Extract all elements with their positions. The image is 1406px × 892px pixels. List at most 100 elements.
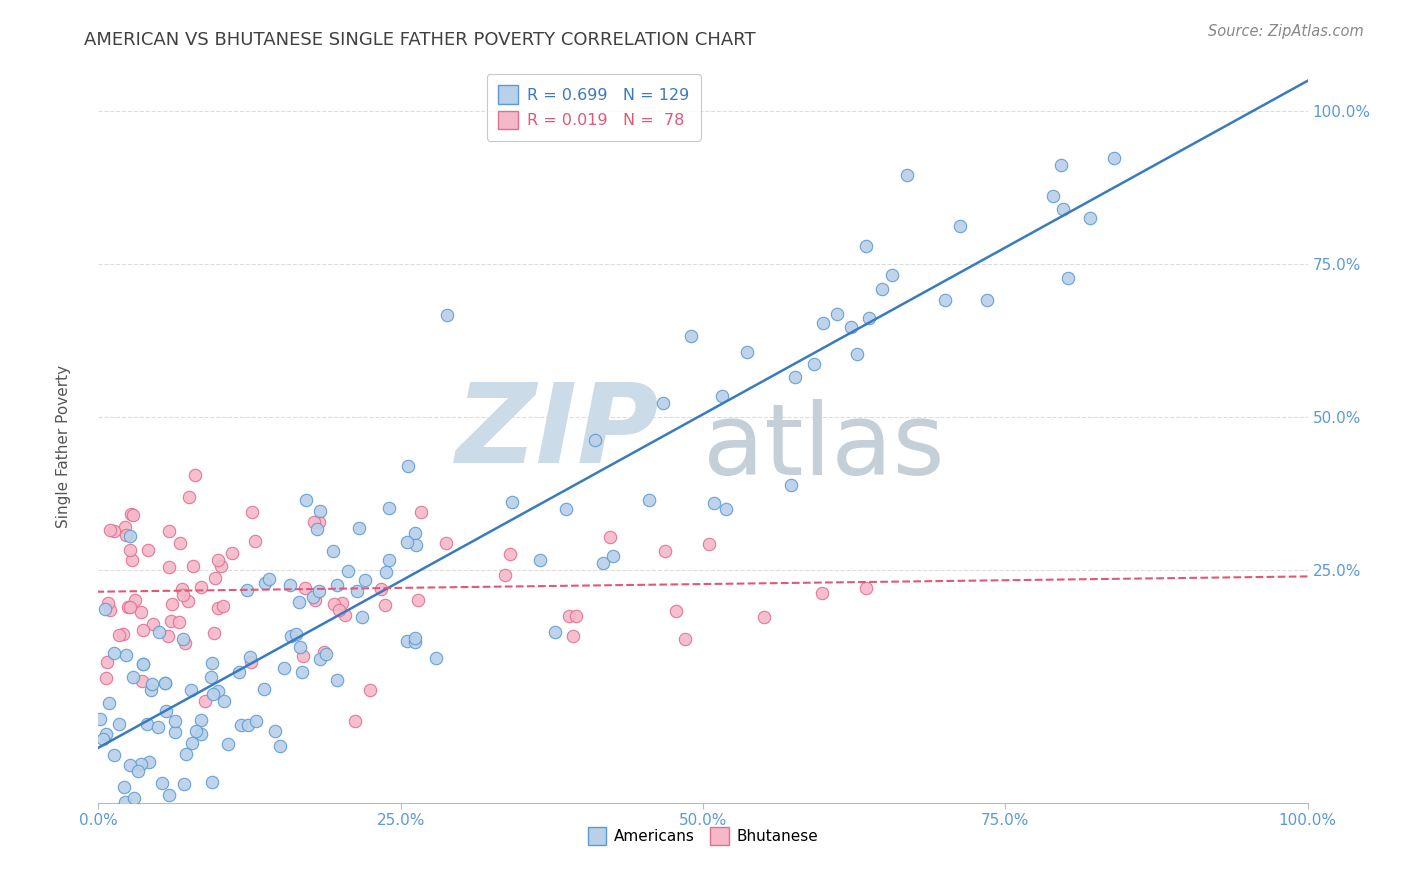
Point xyxy=(396,458,419,473)
Point xyxy=(229,718,252,732)
Point xyxy=(858,311,880,326)
Point xyxy=(212,694,235,708)
Point xyxy=(157,560,180,574)
Point xyxy=(186,724,208,739)
Point xyxy=(180,683,202,698)
Point xyxy=(190,726,212,740)
Point xyxy=(583,433,606,447)
Point xyxy=(305,522,328,536)
Point xyxy=(181,558,204,573)
Point xyxy=(253,576,276,591)
Point xyxy=(131,605,153,619)
Point xyxy=(174,635,197,649)
Point xyxy=(204,626,226,640)
Point xyxy=(333,608,356,623)
Point xyxy=(710,389,733,403)
Point xyxy=(1042,189,1064,203)
Point xyxy=(96,655,118,669)
Point xyxy=(141,677,163,691)
Point xyxy=(494,567,516,582)
Point xyxy=(118,758,141,772)
Point xyxy=(172,582,194,596)
Point xyxy=(592,556,614,570)
Point xyxy=(103,748,125,763)
Point xyxy=(257,572,280,586)
Point xyxy=(529,553,551,567)
Point xyxy=(217,737,239,751)
Point xyxy=(562,629,585,643)
Point xyxy=(155,704,177,718)
Point xyxy=(108,717,131,731)
Point xyxy=(98,603,121,617)
Point xyxy=(322,544,344,558)
Point xyxy=(408,593,430,607)
Point xyxy=(132,657,155,672)
Point xyxy=(239,655,262,669)
Point xyxy=(138,810,160,824)
Point xyxy=(173,777,195,791)
Point xyxy=(112,627,135,641)
Point xyxy=(173,588,195,602)
Point xyxy=(375,566,398,580)
Point xyxy=(934,293,956,308)
Point xyxy=(280,629,302,643)
Point xyxy=(157,629,180,643)
Point xyxy=(322,597,344,611)
Point xyxy=(127,764,149,778)
Point xyxy=(404,525,426,540)
Point xyxy=(378,500,401,515)
Point xyxy=(813,316,835,330)
Point xyxy=(557,609,579,624)
Point xyxy=(599,530,621,544)
Point xyxy=(359,683,381,698)
Point xyxy=(159,615,181,629)
Point xyxy=(236,718,259,732)
Point xyxy=(157,789,180,803)
Point xyxy=(235,582,257,597)
Text: ZIP: ZIP xyxy=(456,379,659,486)
Point xyxy=(174,747,197,762)
Point xyxy=(165,714,187,728)
Point xyxy=(308,584,330,599)
Point xyxy=(132,623,155,637)
Point xyxy=(346,583,368,598)
Point xyxy=(302,515,325,529)
Point xyxy=(169,536,191,550)
Point xyxy=(131,674,153,689)
Point xyxy=(138,756,160,770)
Point xyxy=(93,602,115,616)
Point xyxy=(370,582,392,597)
Point xyxy=(240,505,263,519)
Point xyxy=(638,492,661,507)
Point xyxy=(785,369,807,384)
Point xyxy=(1052,202,1074,216)
Point xyxy=(193,693,215,707)
Point xyxy=(425,651,447,665)
Text: Single Father Poverty: Single Father Poverty xyxy=(56,365,70,527)
Point xyxy=(112,780,135,795)
Point xyxy=(135,717,157,731)
Point xyxy=(207,601,229,615)
Legend: Americans, Bhutanese: Americans, Bhutanese xyxy=(582,821,824,851)
Point xyxy=(405,538,427,552)
Point xyxy=(326,578,349,592)
Point xyxy=(855,238,877,252)
Point xyxy=(501,494,523,508)
Point xyxy=(278,577,301,591)
Point xyxy=(122,790,145,805)
Point xyxy=(202,687,225,701)
Point xyxy=(949,219,972,233)
Point xyxy=(243,534,266,549)
Point xyxy=(499,547,522,561)
Point xyxy=(302,590,325,604)
Point xyxy=(97,596,120,610)
Point xyxy=(103,646,125,660)
Point xyxy=(201,774,224,789)
Point xyxy=(132,657,155,672)
Point xyxy=(121,553,143,567)
Point xyxy=(344,714,367,728)
Point xyxy=(181,736,204,750)
Point xyxy=(349,521,371,535)
Point xyxy=(1078,211,1101,226)
Point xyxy=(288,640,311,654)
